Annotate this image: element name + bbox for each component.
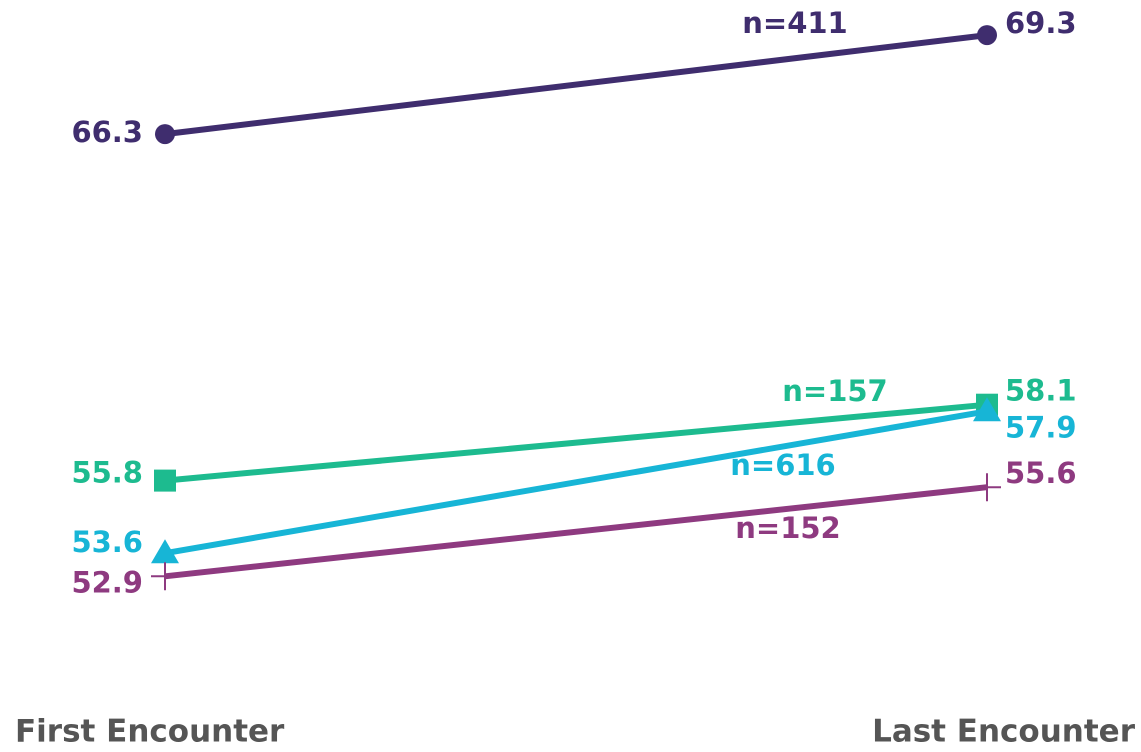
value-label: 53.6 (71, 525, 143, 559)
value-label: 55.6 (1005, 456, 1077, 490)
marker (151, 562, 179, 591)
value-label: 66.3 (71, 115, 143, 149)
value-label: 55.8 (71, 456, 143, 490)
marker (155, 124, 175, 145)
marker (151, 539, 179, 564)
series-label: n=152 (735, 511, 840, 545)
x-category-label: First Encounter (15, 714, 285, 750)
series-label: n=157 (782, 374, 887, 408)
marker (977, 25, 997, 46)
marker (154, 469, 176, 492)
series-label: n=411 (742, 6, 847, 40)
marker (973, 397, 1001, 422)
series-label: n=616 (730, 448, 835, 482)
series-line (164, 401, 988, 484)
value-label: 57.9 (1005, 410, 1077, 444)
series-line (164, 484, 988, 580)
marker (973, 473, 1001, 502)
value-label: 52.9 (71, 565, 143, 599)
value-label: 58.1 (1005, 374, 1077, 408)
series-line (164, 408, 988, 557)
series-line (164, 32, 988, 138)
value-label: 69.3 (1005, 6, 1077, 40)
x-category-label: Last Encounter (872, 714, 1136, 750)
